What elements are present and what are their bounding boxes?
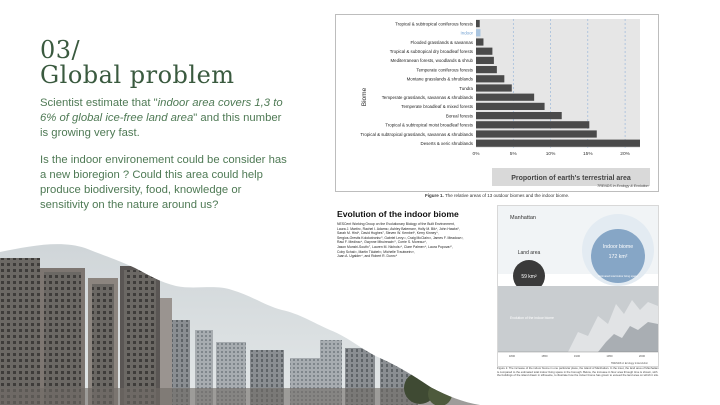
x-tick-label: 15% — [583, 151, 593, 157]
paragraph-estimate: Scientist estimate that "indoor area cov… — [40, 96, 290, 141]
evolution-label: Evolution of the indoor biome — [510, 316, 554, 320]
bar — [476, 56, 494, 64]
land-area-label: Land area — [518, 250, 541, 256]
timeline-year-label: 1850 — [541, 354, 548, 358]
author-line: Raul F. Medina¹⁴, Gwynne Mhuireach¹⁵, Co… — [337, 240, 427, 245]
city-skyline-photo — [0, 244, 480, 405]
figure1-journal-credit: TRENDS in Ecology & Evolution — [597, 184, 649, 188]
bar — [476, 93, 535, 101]
bar — [476, 130, 597, 138]
section-title: Global problem — [40, 61, 235, 89]
bar — [476, 29, 481, 37]
author-line: Coby Schal²¹, Martin Täubel²², Michelle … — [337, 249, 415, 254]
paper-authors: NESCent Working Group on the Evolutionar… — [337, 222, 477, 259]
timeline-year-label: 2000 — [639, 354, 646, 358]
x-axis-title-box — [492, 168, 650, 186]
figure-title: Manhattan — [510, 215, 536, 221]
category-label: Mediterranean forests, woodlands & shrub — [391, 58, 474, 63]
category-label: Tropical & subtropical dry broadleaf for… — [390, 49, 474, 54]
bar — [476, 121, 590, 129]
bar — [476, 47, 493, 55]
category-label: Temperate grasslands, savannas & shrubla… — [382, 95, 474, 100]
manhattan-figure: Manhattan Indoor biome 172 km² Estimated… — [497, 205, 659, 367]
category-label: Deserts & xeric shrublands — [421, 141, 474, 146]
category-label: Montane grasslands & shrublands — [407, 77, 474, 82]
bar — [476, 84, 512, 92]
indoor-biome-value: 172 km² — [609, 254, 628, 260]
biome-chart-svg: Tropical & subtropical coniferous forest… — [360, 19, 650, 186]
bar — [476, 38, 484, 46]
land-area-circle — [513, 260, 545, 292]
author-line: Laura J. Martin¹, Rachel I. Adams², Ashl… — [337, 226, 460, 231]
figure1-caption-text: The relative areas of 13 outdoor biomes … — [444, 193, 570, 198]
author-line: Sergios-Orestis Kolokotronis¹⁰, Gabriel … — [337, 235, 464, 240]
x-axis-title: Proportion of earth's terrestrial area — [511, 175, 631, 182]
indoor-biome-label: Indoor biome — [603, 244, 633, 250]
author-line: NESCent Working Group on the Evolutionar… — [337, 222, 455, 226]
figure2-journal-credit: TRENDS in Ecology & Evolution — [611, 361, 649, 365]
paper-title: Evolution of the indoor biome — [337, 209, 459, 219]
author-line: Sarah M. Hird⁶, David Hughes⁷, Steven W.… — [337, 231, 439, 236]
timeline-year-label: 1900 — [574, 354, 581, 358]
paragraph-question: Is the indoor environement could be cons… — [40, 154, 287, 211]
slide-heading: 03/ Global problem — [40, 38, 235, 88]
bar — [476, 102, 545, 110]
category-label: Boreal forests — [446, 113, 474, 118]
bar — [476, 75, 505, 83]
x-tick-label: 20% — [620, 151, 630, 157]
estimate-intro: Scientist estimate that " — [40, 97, 158, 109]
category-label: Tropical & subtropical moist broadleaf f… — [385, 123, 473, 128]
timeline-year-label: 1950 — [606, 354, 613, 358]
indoor-biome-note: Estimated total indoor living space — [598, 274, 638, 278]
category-label: Tundra — [459, 86, 473, 91]
y-axis-title: Biome — [361, 87, 368, 106]
author-line: Jason Munshi-South¹⁷, Lauren M. Nichols¹… — [337, 244, 453, 249]
x-tick-label: 0% — [473, 151, 481, 157]
author-line: Juan A. Ugalde²⁴, and Robert R. Dunn¹⁸ — [337, 254, 398, 259]
estimate-outro: " and this number is growing very fast. — [40, 112, 282, 139]
x-tick-label: 5% — [510, 151, 518, 157]
skyline-foreground — [598, 322, 658, 352]
figure1-caption: Figure 1. The relative areas of 13 outdo… — [425, 193, 569, 198]
figure1-caption-label: Figure 1. — [425, 193, 444, 198]
indoor-biome-circle — [591, 229, 645, 283]
body-text: Scientist estimate that "indoor area cov… — [40, 96, 290, 225]
category-label: Flooded grasslands & savannas — [411, 40, 474, 45]
bar — [476, 139, 640, 147]
category-label: Temperate broadleaf & mixed forests — [401, 104, 474, 109]
bar — [476, 66, 497, 74]
manhattan-figure-svg: Manhattan Indoor biome 172 km² Estimated… — [498, 206, 658, 365]
figure2-caption: Figure 2. The increase of the indoor bio… — [497, 366, 659, 378]
category-label: Temperate coniferous forests — [416, 67, 473, 72]
category-label: Tropical & subtropical coniferous forest… — [395, 21, 474, 26]
timeline-year-label: 1800 — [509, 354, 516, 358]
bar — [476, 20, 480, 28]
land-area-value: 59 km² — [521, 274, 537, 280]
estimate-quote: indoor area covers 1,3 to 6% of global i… — [40, 97, 283, 124]
section-number: 03/ — [40, 36, 81, 64]
x-tick-label: 10% — [546, 151, 556, 157]
category-label: Tropical & subtropical grasslands, savan… — [360, 132, 473, 137]
category-label: Indoor — [461, 31, 474, 36]
biome-area-chart: Tropical & subtropical coniferous forest… — [335, 14, 659, 192]
bar — [476, 112, 562, 120]
plot-panel — [476, 19, 640, 148]
